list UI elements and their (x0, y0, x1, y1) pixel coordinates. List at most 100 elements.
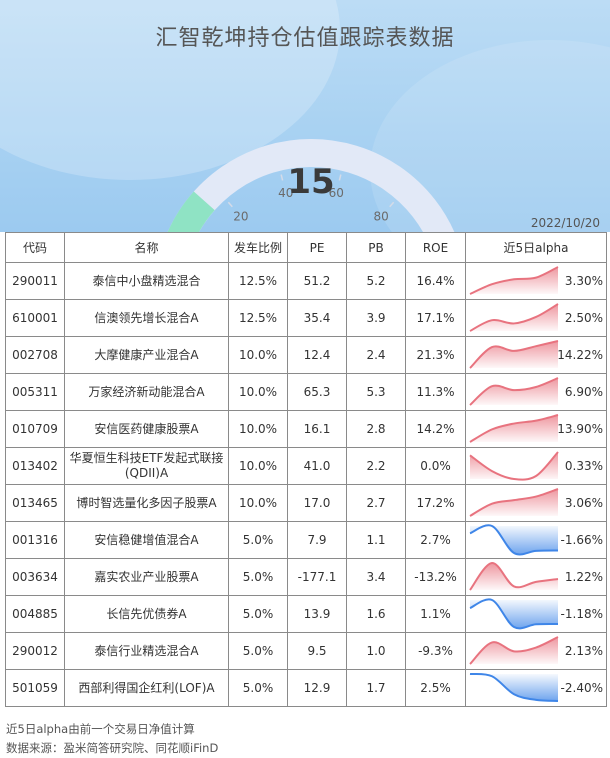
table-row: 013465 博时智选量化多因子股票A 10.0% 17.0 2.7 17.2% 3.06% (5, 484, 607, 522)
alpha-sparkline (469, 266, 559, 295)
sparkline-area (470, 562, 558, 590)
sparkline-line (469, 488, 559, 517)
alpha-cell: 0.33% (465, 447, 607, 485)
alpha-sparkline (469, 672, 559, 702)
pe-value: 17.0 (287, 484, 347, 522)
sparkline-line (469, 451, 559, 481)
fund-code: 003634 (5, 558, 65, 596)
fund-code: 005311 (5, 373, 65, 411)
pb-value: 5.2 (346, 262, 406, 300)
alpha-value: -1.18% (560, 607, 603, 621)
fund-name: 嘉实农业产业股票A (64, 558, 229, 596)
sparkline-line (469, 414, 559, 443)
table-row: 610001 信澳领先增长混合A 12.5% 35.4 3.9 17.1% 2.50% (5, 299, 607, 337)
fund-name: 西部利得国企红利(LOF)A (64, 669, 229, 707)
table-row: 501059 西部利得国企红利(LOF)A 5.0% 12.9 1.7 2.5% -2.40… (5, 669, 607, 707)
alpha-cell: 6.90% (465, 373, 607, 411)
pe-value: 7.9 (287, 521, 347, 559)
alpha-cell: 13.90% (465, 410, 607, 448)
gauge-tick-mark (338, 174, 342, 181)
fund-code: 004885 (5, 595, 65, 633)
allocation-ratio: 12.5% (228, 262, 288, 300)
fund-name: 华夏恒生科技ETF发起式联接(QDII)A (64, 447, 229, 485)
sparkline-line (469, 524, 559, 556)
alpha-value: -2.40% (560, 681, 603, 695)
fund-name: 博时智选量化多因子股票A (64, 484, 229, 522)
sparkline-line (469, 266, 559, 295)
roe-value: 16.4% (405, 262, 466, 300)
alpha-cell: 2.50% (465, 299, 607, 337)
allocation-ratio: 5.0% (228, 521, 288, 559)
fund-code: 013465 (5, 484, 65, 522)
alpha-cell: -1.18% (465, 595, 607, 633)
pe-value: 13.9 (287, 595, 347, 633)
footer-note: 近5日alpha由前一个交易日净值计算 (6, 722, 195, 736)
roe-value: 11.3% (405, 373, 466, 411)
gauge-tick-mark (280, 174, 284, 181)
page-title: 汇智乾坤持仓估值跟踪表数据 (155, 26, 455, 51)
fund-name: 泰信中小盘精选混合 (64, 262, 229, 300)
col-header-roe: ROE (405, 232, 466, 263)
data-source: 数据来源：盈米简答研究院、同花顺iFinD (6, 741, 219, 755)
fund-name: 信澳领先增长混合A (64, 299, 229, 337)
holdings-table: 代码 名称 发车比例 PE PB ROE 近5日alpha 290011 泰信中小… (5, 232, 607, 707)
table-row: 003634 嘉实农业产业股票A 5.0% -177.1 3.4 -13.2% 1.22% (5, 558, 607, 596)
alpha-value: -1.66% (560, 533, 603, 547)
sparkline-area (470, 415, 558, 442)
sparkline-line (469, 340, 559, 369)
sparkline-area (470, 304, 558, 331)
sparkline-area (470, 637, 558, 664)
sparkline-area (470, 378, 558, 405)
sparkline-line (469, 598, 559, 630)
alpha-sparkline (469, 524, 559, 556)
fund-code: 002708 (5, 336, 65, 374)
fund-code: 010709 (5, 410, 65, 448)
col-header-ratio: 发车比例 (228, 232, 288, 263)
allocation-ratio: 5.0% (228, 595, 288, 633)
valuation-gauge: 02040608010015 (167, 139, 455, 232)
alpha-cell: 14.22% (465, 336, 607, 374)
sparkline-area (470, 525, 558, 555)
pe-value: 65.3 (287, 373, 347, 411)
sparkline-line (469, 562, 559, 591)
alpha-cell: -1.66% (465, 521, 607, 559)
gauge-tick-label: 60 (329, 186, 344, 200)
alpha-sparkline (469, 562, 559, 591)
table-row: 002708 大摩健康产业混合A 10.0% 12.4 2.4 21.3% 14.22% (5, 336, 607, 374)
alpha-sparkline (469, 488, 559, 517)
allocation-ratio: 10.0% (228, 484, 288, 522)
fund-name: 万家经济新动能混合A (64, 373, 229, 411)
roe-value: 0.0% (405, 447, 466, 485)
allocation-ratio: 5.0% (228, 669, 288, 707)
pb-value: 2.4 (346, 336, 406, 374)
pe-value: -177.1 (287, 558, 347, 596)
pe-value: 12.9 (287, 669, 347, 707)
roe-value: 17.2% (405, 484, 466, 522)
gauge-tick-mark (389, 201, 395, 208)
alpha-cell: -2.40% (465, 669, 607, 707)
col-header-name: 名称 (64, 232, 229, 263)
alpha-sparkline (469, 303, 559, 332)
allocation-ratio: 12.5% (228, 299, 288, 337)
pe-value: 9.5 (287, 632, 347, 670)
alpha-value: 0.33% (564, 459, 603, 473)
alpha-value: 3.30% (564, 274, 603, 288)
fund-code: 290012 (5, 632, 65, 670)
sparkline-line (469, 672, 559, 702)
alpha-sparkline (469, 598, 559, 630)
sparkline-area (470, 673, 558, 701)
alpha-value: 2.13% (564, 644, 603, 658)
allocation-ratio: 10.0% (228, 410, 288, 448)
sparkline-line (469, 636, 559, 665)
roe-value: -13.2% (405, 558, 466, 596)
header-banner (0, 0, 610, 232)
alpha-value: 3.06% (564, 496, 603, 510)
pb-value: 3.9 (346, 299, 406, 337)
alpha-value: 2.50% (564, 311, 603, 325)
sparkline-line (469, 377, 559, 406)
allocation-ratio: 5.0% (228, 632, 288, 670)
col-header-code: 代码 (5, 232, 65, 263)
table-row: 004885 长信先优债券A 5.0% 13.9 1.6 1.1% -1.18% (5, 595, 607, 633)
table-row: 013402 华夏恒生科技ETF发起式联接(QDII)A 10.0% 41.0 2.2 0… (5, 447, 607, 485)
roe-value: 21.3% (405, 336, 466, 374)
